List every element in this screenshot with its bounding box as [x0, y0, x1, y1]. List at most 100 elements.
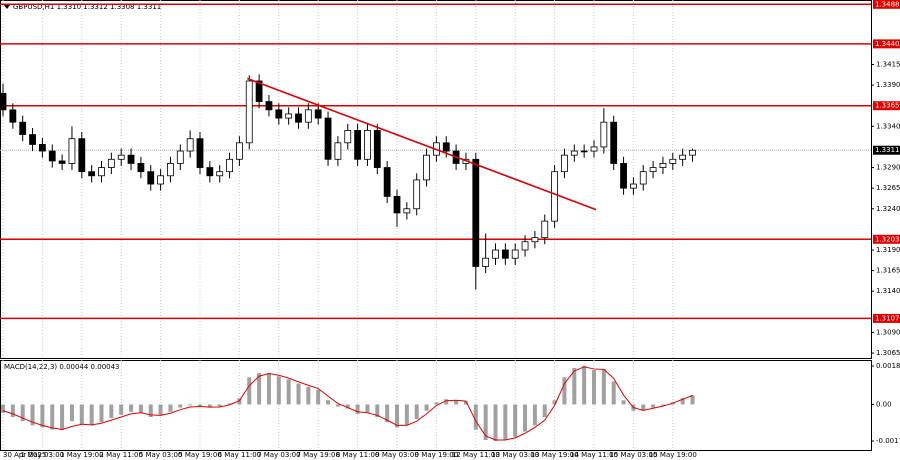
macd-bar — [532, 404, 537, 426]
candle-body — [147, 171, 155, 185]
candle-body — [630, 183, 637, 189]
macd-bar — [572, 367, 577, 405]
macd-bar — [375, 404, 380, 417]
macd-bar — [660, 404, 665, 406]
candle-body — [39, 144, 46, 152]
macd-bar — [404, 404, 409, 426]
macd-bar — [592, 369, 596, 405]
macd-bar — [1, 404, 5, 413]
candle-body — [137, 163, 145, 173]
macd-bar — [266, 373, 271, 405]
macd-bar — [601, 368, 606, 405]
candle-body — [364, 130, 371, 160]
candle-body — [570, 150, 578, 156]
macd-bar — [395, 404, 399, 428]
candle-body — [245, 80, 253, 144]
candle-body — [423, 154, 430, 181]
candle-body — [98, 167, 105, 177]
macd-bar — [237, 398, 242, 405]
candle-body — [413, 179, 421, 210]
x-tick-label: 8 May 11:00 — [336, 451, 380, 459]
candle-body — [88, 171, 96, 177]
macd-bar — [503, 404, 508, 440]
x-tick-label: 12 May 11:00 — [452, 451, 500, 459]
y-tick-label: 0.00184 — [876, 362, 900, 370]
macd-bar — [69, 404, 74, 422]
y-tick-label: 1.3340 — [876, 122, 900, 130]
x-tick-label: 15 May 19:00 — [649, 451, 697, 459]
y-tick-label: 1.3165 — [876, 267, 900, 275]
macd-bar — [335, 404, 340, 407]
candle-body — [216, 171, 224, 177]
candle-body — [176, 150, 184, 164]
macd-bar — [542, 404, 547, 417]
macd-bar — [10, 404, 15, 417]
candle-body — [482, 257, 490, 267]
macd-bar — [444, 399, 449, 405]
candle-body — [235, 142, 243, 160]
macd-bar — [40, 404, 45, 428]
candle-body — [107, 158, 115, 168]
macd-bar — [50, 404, 55, 430]
macd-bar — [355, 404, 360, 414]
macd-bar — [434, 402, 439, 405]
candle-body — [373, 130, 381, 168]
macd-bar — [473, 404, 478, 430]
macd-bar — [552, 400, 557, 405]
candle-body — [78, 138, 86, 173]
candle-body — [344, 130, 352, 144]
y-tick-label: 1.3390 — [876, 81, 900, 89]
y-tick-label: 1.3290 — [876, 164, 900, 172]
macd-bar — [365, 404, 370, 413]
macd-bar — [158, 404, 163, 415]
level-label: 1.3488 — [875, 0, 900, 8]
x-tick-label: 13 May 19:00 — [531, 451, 579, 459]
macd-bar — [207, 404, 212, 408]
candle-body — [659, 163, 667, 168]
macd-bar — [286, 379, 291, 405]
candle-body — [442, 142, 450, 152]
macd-bar — [188, 404, 193, 406]
macd-bar — [109, 404, 114, 419]
macd-bar — [119, 404, 124, 415]
level-label-bg — [873, 313, 900, 323]
candle-body — [285, 113, 293, 119]
signal-line — [2, 366, 693, 441]
macd-bar — [523, 404, 528, 432]
macd-bar — [493, 404, 498, 442]
y-tick-label: 1.3140 — [876, 287, 900, 295]
macd-bar — [582, 365, 587, 405]
candle-body — [639, 171, 647, 185]
macd-bar — [621, 400, 626, 405]
y-tick-label: 1.3415 — [876, 60, 900, 68]
macd-bar — [178, 404, 183, 408]
trendline — [246, 77, 597, 211]
candle-body — [206, 167, 214, 177]
dropdown-icon — [4, 5, 10, 9]
macd-bar — [651, 404, 656, 408]
level-label: 1.3365 — [875, 102, 900, 110]
candle-body — [620, 163, 627, 189]
macd-bar — [227, 403, 232, 405]
candle-body — [19, 121, 27, 135]
macd-bar — [247, 377, 252, 405]
x-tick-label: 1 May 03:00 — [21, 451, 65, 459]
x-tick-label: 5 May 19:00 — [178, 451, 222, 459]
candle-body — [541, 220, 549, 239]
candle-body — [521, 241, 529, 251]
candle-body — [669, 158, 677, 164]
level-label-bg — [873, 0, 900, 9]
candle-body — [679, 154, 687, 160]
candle-body — [334, 142, 342, 160]
candle-body — [127, 154, 135, 164]
macd-bar — [257, 373, 262, 405]
macd-bar — [345, 404, 350, 409]
x-tick-label: 9 May 19:00 — [415, 451, 459, 459]
candle-body — [295, 113, 302, 123]
macd-bar — [198, 404, 202, 407]
level-label-bg — [873, 234, 900, 244]
candle-body — [531, 237, 539, 243]
candle-body — [196, 138, 204, 168]
macd-bar — [60, 404, 65, 431]
macd-bar — [513, 404, 518, 437]
